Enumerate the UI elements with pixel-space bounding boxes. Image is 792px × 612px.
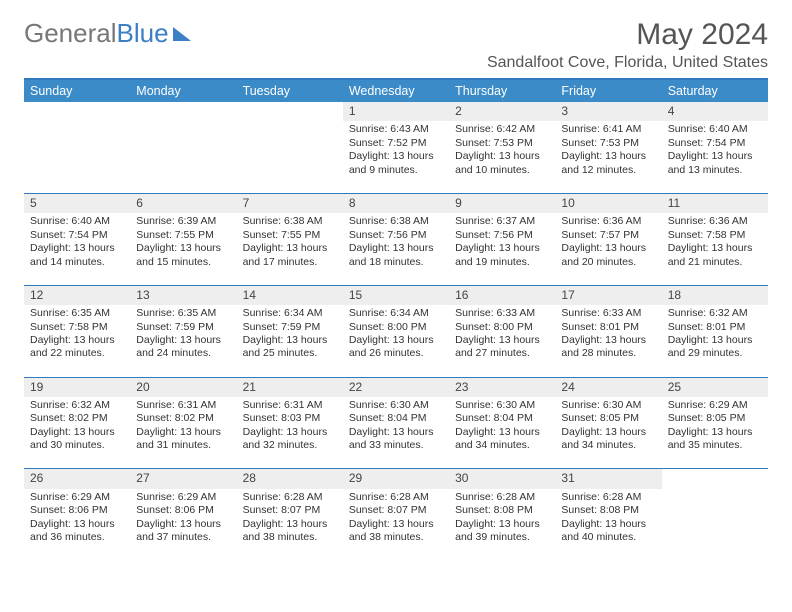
day-number-cell: 15 [343, 285, 449, 305]
day-body-row: Sunrise: 6:43 AMSunset: 7:52 PMDaylight:… [24, 121, 768, 193]
day-number-cell: 10 [555, 193, 661, 213]
day-body-cell: Sunrise: 6:29 AMSunset: 8:06 PMDaylight:… [130, 489, 236, 561]
day-number-cell: 27 [130, 469, 236, 489]
day-number-cell: 17 [555, 285, 661, 305]
day-number-cell: 9 [449, 193, 555, 213]
day-body-cell [237, 121, 343, 193]
day-body-row: Sunrise: 6:29 AMSunset: 8:06 PMDaylight:… [24, 489, 768, 561]
day-body-cell: Sunrise: 6:42 AMSunset: 7:53 PMDaylight:… [449, 121, 555, 193]
day-body-cell: Sunrise: 6:34 AMSunset: 8:00 PMDaylight:… [343, 305, 449, 377]
day-number-cell: 3 [555, 102, 661, 121]
header: GeneralBlue May 2024 Sandalfoot Cove, Fl… [24, 18, 768, 72]
day-number-cell: 16 [449, 285, 555, 305]
day-number-cell: 19 [24, 377, 130, 397]
logo-text-blue: Blue [117, 18, 169, 49]
day-number-cell: 1 [343, 102, 449, 121]
day-header: Tuesday [237, 79, 343, 102]
day-number-cell: 2 [449, 102, 555, 121]
day-body-cell: Sunrise: 6:35 AMSunset: 7:58 PMDaylight:… [24, 305, 130, 377]
day-number-cell: 22 [343, 377, 449, 397]
day-body-cell [130, 121, 236, 193]
day-body-row: Sunrise: 6:40 AMSunset: 7:54 PMDaylight:… [24, 213, 768, 285]
day-number-cell [130, 102, 236, 121]
day-body-cell: Sunrise: 6:36 AMSunset: 7:57 PMDaylight:… [555, 213, 661, 285]
title-block: May 2024 Sandalfoot Cove, Florida, Unite… [487, 18, 768, 72]
day-body-cell [24, 121, 130, 193]
day-number-cell: 23 [449, 377, 555, 397]
day-header: Saturday [662, 79, 768, 102]
day-number-cell: 12 [24, 285, 130, 305]
day-number-cell: 18 [662, 285, 768, 305]
day-header: Friday [555, 79, 661, 102]
day-number-cell [237, 102, 343, 121]
day-number-cell: 24 [555, 377, 661, 397]
day-number-cell: 4 [662, 102, 768, 121]
logo-text-gray: General [24, 18, 117, 49]
day-header: Wednesday [343, 79, 449, 102]
day-number-cell: 26 [24, 469, 130, 489]
day-header: Thursday [449, 79, 555, 102]
day-body-cell [662, 489, 768, 561]
day-number-cell [24, 102, 130, 121]
day-body-cell: Sunrise: 6:38 AMSunset: 7:55 PMDaylight:… [237, 213, 343, 285]
day-body-cell: Sunrise: 6:28 AMSunset: 8:08 PMDaylight:… [555, 489, 661, 561]
day-number-cell: 25 [662, 377, 768, 397]
day-body-cell: Sunrise: 6:39 AMSunset: 7:55 PMDaylight:… [130, 213, 236, 285]
calendar-body: 1234 Sunrise: 6:43 AMSunset: 7:52 PMDayl… [24, 102, 768, 561]
day-body-cell: Sunrise: 6:28 AMSunset: 8:07 PMDaylight:… [343, 489, 449, 561]
day-body-cell: Sunrise: 6:34 AMSunset: 7:59 PMDaylight:… [237, 305, 343, 377]
day-number-cell: 14 [237, 285, 343, 305]
day-body-cell: Sunrise: 6:40 AMSunset: 7:54 PMDaylight:… [24, 213, 130, 285]
day-body-cell: Sunrise: 6:31 AMSunset: 8:03 PMDaylight:… [237, 397, 343, 469]
day-body-cell: Sunrise: 6:32 AMSunset: 8:01 PMDaylight:… [662, 305, 768, 377]
month-title: May 2024 [487, 18, 768, 52]
daynum-row: 1234 [24, 102, 768, 121]
day-body-cell: Sunrise: 6:29 AMSunset: 8:05 PMDaylight:… [662, 397, 768, 469]
logo: GeneralBlue [24, 18, 191, 49]
day-body-cell: Sunrise: 6:28 AMSunset: 8:07 PMDaylight:… [237, 489, 343, 561]
day-number-cell: 28 [237, 469, 343, 489]
day-header-row: SundayMondayTuesdayWednesdayThursdayFrid… [24, 79, 768, 102]
day-number-cell: 5 [24, 193, 130, 213]
day-number-cell: 7 [237, 193, 343, 213]
day-number-cell: 20 [130, 377, 236, 397]
day-body-cell: Sunrise: 6:38 AMSunset: 7:56 PMDaylight:… [343, 213, 449, 285]
daynum-row: 262728293031 [24, 469, 768, 489]
day-body-cell: Sunrise: 6:33 AMSunset: 8:00 PMDaylight:… [449, 305, 555, 377]
day-body-cell: Sunrise: 6:29 AMSunset: 8:06 PMDaylight:… [24, 489, 130, 561]
day-body-cell: Sunrise: 6:30 AMSunset: 8:04 PMDaylight:… [449, 397, 555, 469]
day-number-cell: 31 [555, 469, 661, 489]
day-header: Sunday [24, 79, 130, 102]
day-body-cell: Sunrise: 6:31 AMSunset: 8:02 PMDaylight:… [130, 397, 236, 469]
daynum-row: 567891011 [24, 193, 768, 213]
day-body-cell: Sunrise: 6:35 AMSunset: 7:59 PMDaylight:… [130, 305, 236, 377]
daynum-row: 12131415161718 [24, 285, 768, 305]
day-number-cell: 29 [343, 469, 449, 489]
day-body-row: Sunrise: 6:35 AMSunset: 7:58 PMDaylight:… [24, 305, 768, 377]
day-header: Monday [130, 79, 236, 102]
day-body-cell: Sunrise: 6:28 AMSunset: 8:08 PMDaylight:… [449, 489, 555, 561]
logo-sail-icon [173, 27, 191, 41]
calendar-table: SundayMondayTuesdayWednesdayThursdayFrid… [24, 78, 768, 561]
day-body-cell: Sunrise: 6:36 AMSunset: 7:58 PMDaylight:… [662, 213, 768, 285]
day-body-cell: Sunrise: 6:30 AMSunset: 8:05 PMDaylight:… [555, 397, 661, 469]
day-body-row: Sunrise: 6:32 AMSunset: 8:02 PMDaylight:… [24, 397, 768, 469]
day-body-cell: Sunrise: 6:32 AMSunset: 8:02 PMDaylight:… [24, 397, 130, 469]
day-body-cell: Sunrise: 6:40 AMSunset: 7:54 PMDaylight:… [662, 121, 768, 193]
day-number-cell: 21 [237, 377, 343, 397]
day-number-cell: 8 [343, 193, 449, 213]
day-body-cell: Sunrise: 6:33 AMSunset: 8:01 PMDaylight:… [555, 305, 661, 377]
day-number-cell [662, 469, 768, 489]
day-body-cell: Sunrise: 6:30 AMSunset: 8:04 PMDaylight:… [343, 397, 449, 469]
daynum-row: 19202122232425 [24, 377, 768, 397]
location: Sandalfoot Cove, Florida, United States [487, 54, 768, 72]
day-number-cell: 6 [130, 193, 236, 213]
day-number-cell: 13 [130, 285, 236, 305]
day-body-cell: Sunrise: 6:37 AMSunset: 7:56 PMDaylight:… [449, 213, 555, 285]
day-body-cell: Sunrise: 6:43 AMSunset: 7:52 PMDaylight:… [343, 121, 449, 193]
day-number-cell: 30 [449, 469, 555, 489]
day-body-cell: Sunrise: 6:41 AMSunset: 7:53 PMDaylight:… [555, 121, 661, 193]
day-number-cell: 11 [662, 193, 768, 213]
